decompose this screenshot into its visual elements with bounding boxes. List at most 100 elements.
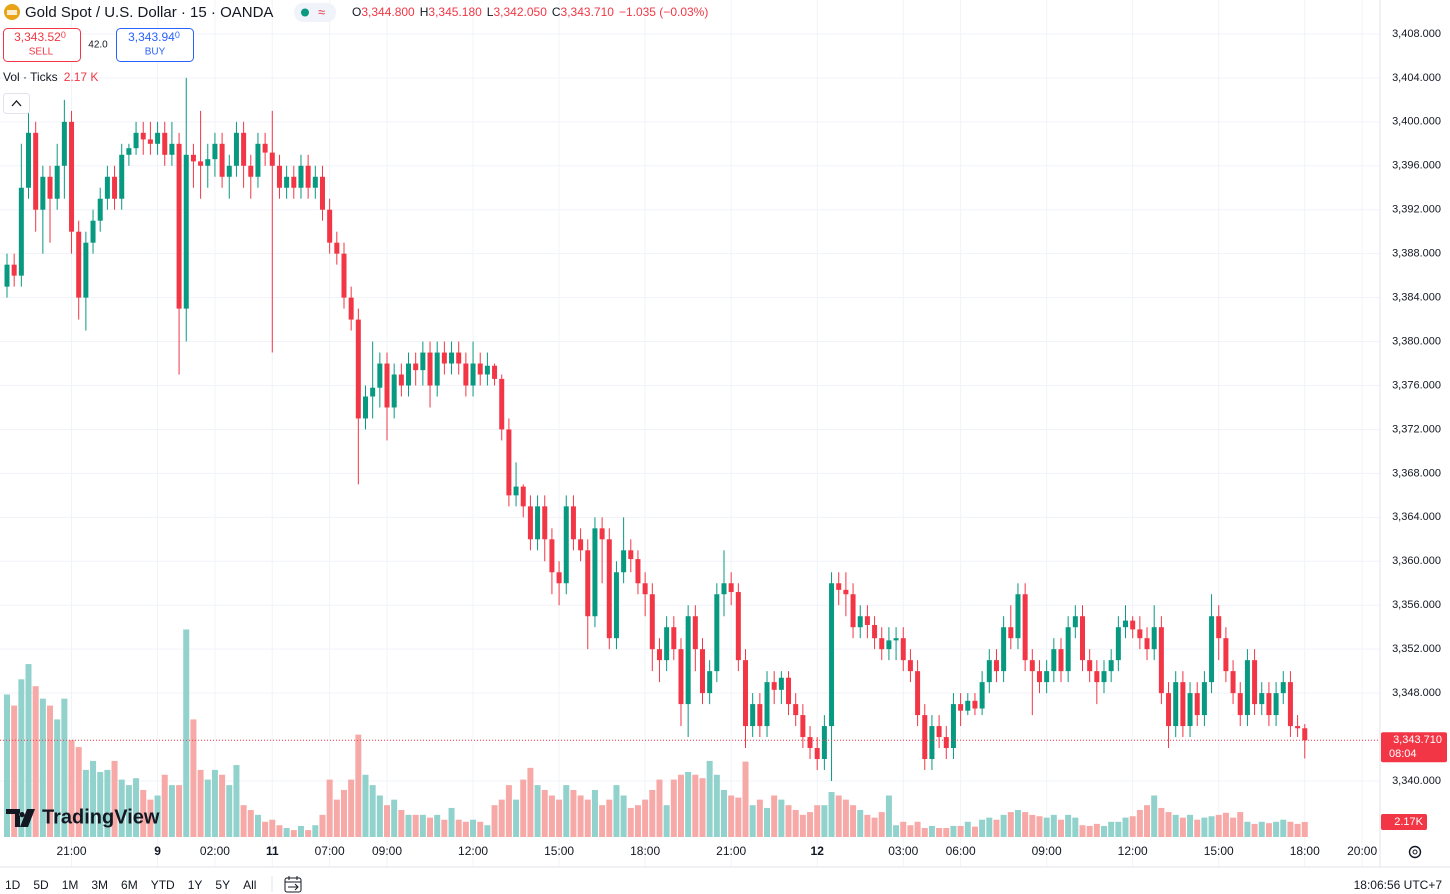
candle-body [735,592,741,661]
collapse-button[interactable] [3,93,30,114]
clock[interactable]: 18:06:56 UTC+7 [1354,878,1443,892]
volume-bar [885,795,892,837]
gear-center [1412,849,1418,855]
sell-button[interactable] [3,28,81,62]
candle-body [190,154,196,162]
range-button[interactable]: 1Y [188,878,203,892]
candles [4,77,1308,782]
volume-bar [1072,817,1079,837]
candle-body [47,176,53,199]
volume-bar [1043,817,1050,837]
status-pill[interactable] [294,3,336,22]
volume-bar [75,747,82,837]
candle-body [915,671,921,716]
candle-body [728,583,734,593]
range-button[interactable]: 5Y [215,878,230,892]
volume-bar [721,789,727,837]
volume-bar [1086,825,1093,837]
volume-bar [355,734,362,837]
candle-body [183,154,189,309]
candle-body [477,363,483,375]
volume-bar [527,767,534,837]
volume-bar [283,828,290,837]
candle-body [1044,671,1050,683]
range-button[interactable]: YTD [151,878,175,892]
volume-bar [276,825,283,837]
x-tick-label: 03:00 [888,844,918,858]
y-tick-label: 3,384.000 [1392,292,1441,304]
volume-bar [742,761,749,837]
volume-bar [1187,814,1194,837]
symbol-title[interactable]: Gold Spot / U.S. Dollar · 15 · OANDA [25,4,273,21]
volume-bar [455,819,462,837]
last-price-label: 3,343.710 [1393,734,1442,746]
volume-bar [1036,816,1043,837]
volume-bar [505,785,512,837]
candle-body [1015,594,1021,639]
volume-bar [405,814,412,837]
candle-body [1209,616,1215,683]
candle-body [54,165,60,199]
volume-bar [1258,821,1265,837]
candle-body [993,660,999,672]
range-button[interactable]: 5D [33,878,49,892]
candle-body [621,550,627,573]
volume-bar [1172,814,1179,837]
volume-bar [462,821,469,837]
candle-body [133,132,139,149]
volume-bar [570,789,577,837]
candle-body [606,539,612,639]
y-tick-label: 3,396.000 [1392,160,1441,172]
volume-bar [957,825,964,837]
volume-bar [1108,821,1115,837]
volume-bar [204,779,211,837]
volume-bar [814,805,821,837]
range-button[interactable]: 3M [91,878,108,892]
candle-body [140,132,146,140]
volume-bar [1101,825,1108,837]
candle-body [384,363,390,408]
volume-bar [32,686,39,837]
candle-body [226,165,232,177]
candle-body [26,132,32,188]
sell-price: 3,343.520 [14,30,66,44]
buy-button[interactable] [116,28,194,62]
volume-bar [104,769,111,837]
date-range-icon[interactable] [284,876,302,893]
volume-bar [1244,821,1251,837]
delay-icon: ≈ [318,4,325,19]
sell-label: SELL [29,47,54,58]
volume-bar [1265,823,1272,837]
candle-body [327,209,333,243]
range-button[interactable]: 1D [5,878,21,892]
candle-body [520,486,526,507]
volume-bar [950,825,957,837]
volume-bar [692,774,699,837]
volume-bar [484,825,491,837]
volume-bar [434,814,441,837]
candle-body [778,677,784,690]
range-button[interactable]: All [243,878,256,892]
volume-bar [1215,814,1222,837]
volume-bar [964,821,971,837]
volume-bar [864,814,871,837]
candle-body [793,704,799,716]
volume-bar [1222,812,1229,837]
candle-body [97,198,103,221]
candle-body [750,704,756,727]
volume-bar [233,765,240,837]
candle-body [406,363,412,386]
settings-button[interactable] [1408,845,1422,859]
range-button[interactable]: 1M [62,878,79,892]
volume-bar [735,797,742,837]
volume-bar [176,785,183,837]
volume-bar [140,789,147,837]
candle-body [527,506,533,540]
y-tick-label: 3,400.000 [1392,116,1441,128]
candle-body [33,132,39,210]
volume-bar [290,830,297,837]
volume-bar [111,760,118,837]
range-button[interactable]: 6M [121,878,138,892]
candle-body [1101,671,1107,683]
volume-bar [90,760,97,837]
